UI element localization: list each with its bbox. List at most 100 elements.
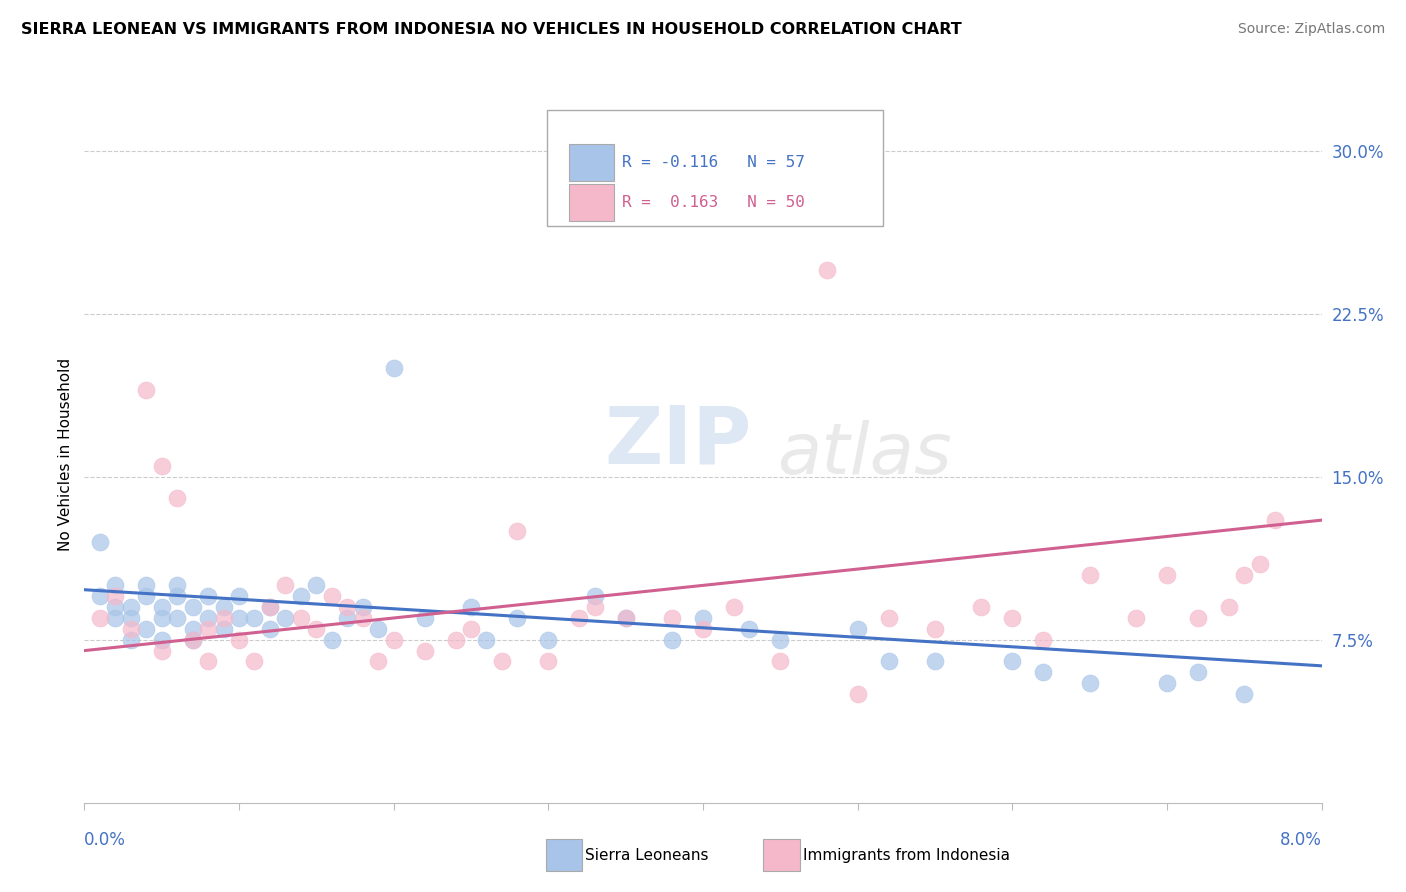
Point	[243, 611, 266, 625]
Point	[259, 622, 281, 636]
Point	[228, 611, 250, 625]
Point	[491, 655, 513, 669]
Point	[89, 611, 111, 625]
Point	[228, 589, 250, 603]
Point	[1001, 611, 1024, 625]
Point	[181, 632, 204, 647]
Point	[924, 655, 946, 669]
Point	[181, 600, 204, 615]
Point	[336, 600, 359, 615]
Point	[135, 383, 157, 397]
Point	[506, 611, 529, 625]
Point	[212, 622, 235, 636]
Text: Immigrants from Indonesia: Immigrants from Indonesia	[803, 848, 1010, 863]
Point	[120, 600, 142, 615]
Point	[305, 578, 328, 592]
Point	[382, 360, 405, 375]
Point	[197, 622, 219, 636]
Point	[274, 611, 297, 625]
Point	[166, 589, 188, 603]
Point	[846, 622, 869, 636]
Point	[212, 600, 235, 615]
Point	[583, 589, 606, 603]
Point	[692, 622, 714, 636]
Point	[212, 611, 235, 625]
Point	[181, 622, 204, 636]
Point	[104, 589, 127, 603]
Point	[290, 611, 312, 625]
Point	[259, 600, 281, 615]
Text: Sierra Leoneans: Sierra Leoneans	[585, 848, 709, 863]
Point	[135, 578, 157, 592]
Point	[506, 524, 529, 538]
Point	[460, 622, 482, 636]
Point	[1187, 611, 1209, 625]
Point	[120, 611, 142, 625]
Point	[1264, 513, 1286, 527]
Point	[305, 622, 328, 636]
Point	[104, 578, 127, 592]
Point	[846, 687, 869, 701]
Point	[120, 632, 142, 647]
Point	[367, 622, 389, 636]
Text: R = -0.116   N = 57: R = -0.116 N = 57	[621, 155, 804, 170]
Point	[970, 600, 993, 615]
Point	[738, 622, 761, 636]
Point	[537, 632, 560, 647]
Point	[815, 263, 838, 277]
Point	[1032, 632, 1054, 647]
Point	[1156, 676, 1178, 690]
Text: Source: ZipAtlas.com: Source: ZipAtlas.com	[1237, 22, 1385, 37]
Point	[150, 632, 173, 647]
Point	[166, 491, 188, 506]
Text: 0.0%: 0.0%	[84, 830, 127, 848]
Text: SIERRA LEONEAN VS IMMIGRANTS FROM INDONESIA NO VEHICLES IN HOUSEHOLD CORRELATION: SIERRA LEONEAN VS IMMIGRANTS FROM INDONE…	[21, 22, 962, 37]
Point	[367, 655, 389, 669]
Point	[150, 643, 173, 657]
Point	[352, 600, 374, 615]
Point	[460, 600, 482, 615]
Point	[1078, 567, 1101, 582]
Text: R =  0.163   N = 50: R = 0.163 N = 50	[621, 195, 804, 210]
Point	[166, 578, 188, 592]
Point	[382, 632, 405, 647]
Point	[1156, 567, 1178, 582]
Point	[661, 632, 683, 647]
Point	[89, 535, 111, 549]
Point	[1078, 676, 1101, 690]
Y-axis label: No Vehicles in Household: No Vehicles in Household	[58, 359, 73, 551]
Point	[614, 611, 637, 625]
Point	[877, 611, 900, 625]
Point	[1001, 655, 1024, 669]
Point	[321, 589, 343, 603]
Point	[769, 632, 792, 647]
Point	[150, 600, 173, 615]
Point	[120, 622, 142, 636]
Point	[1249, 557, 1271, 571]
Point	[723, 600, 745, 615]
Point	[290, 589, 312, 603]
Point	[181, 632, 204, 647]
Point	[228, 632, 250, 647]
Point	[1032, 665, 1054, 680]
Point	[150, 611, 173, 625]
Point	[259, 600, 281, 615]
Point	[1218, 600, 1240, 615]
Point	[537, 655, 560, 669]
Point	[135, 622, 157, 636]
Point	[661, 611, 683, 625]
Point	[1187, 665, 1209, 680]
Point	[104, 600, 127, 615]
Point	[413, 643, 436, 657]
Point	[89, 589, 111, 603]
Text: atlas: atlas	[778, 420, 952, 490]
Point	[197, 611, 219, 625]
Point	[444, 632, 467, 647]
Point	[197, 589, 219, 603]
Point	[568, 611, 591, 625]
Point	[924, 622, 946, 636]
Point	[321, 632, 343, 647]
Point	[243, 655, 266, 669]
Point	[769, 655, 792, 669]
Point	[197, 655, 219, 669]
